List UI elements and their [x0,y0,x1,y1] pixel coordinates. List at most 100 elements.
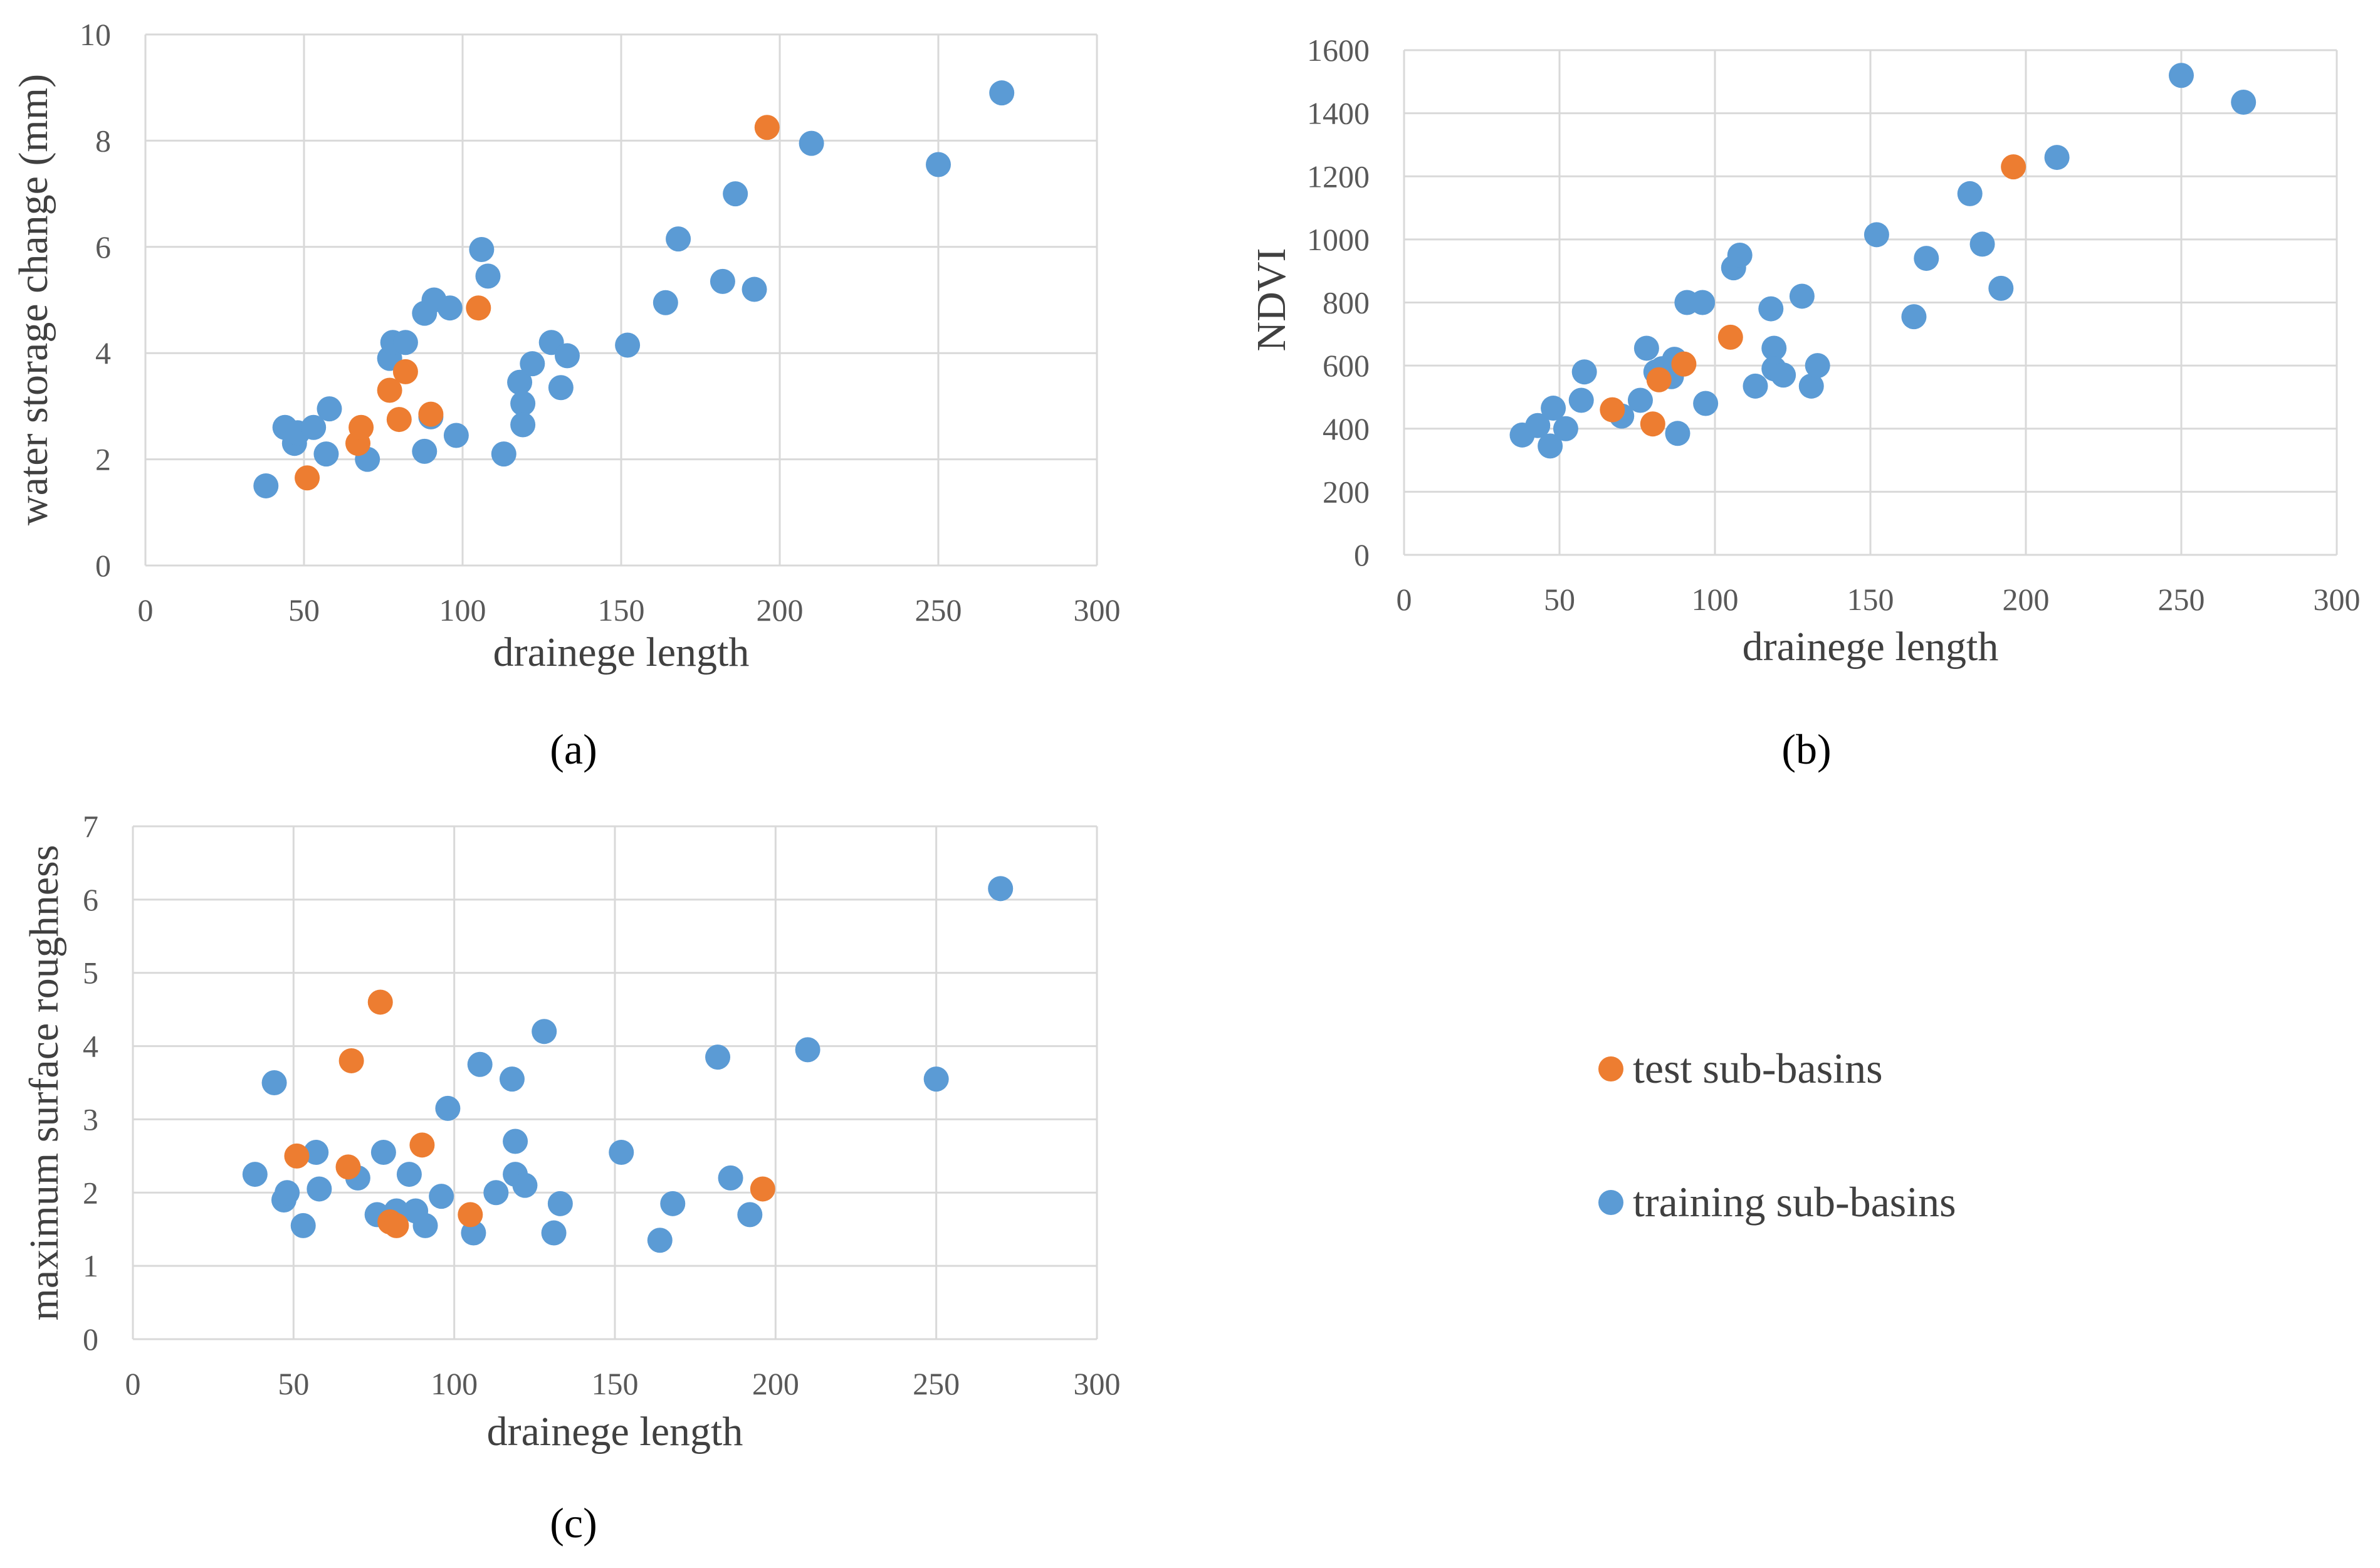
training-point [1798,373,1824,399]
training-point [499,1066,525,1092]
training-point [507,369,533,395]
test-point [409,1132,435,1158]
y-tick-label: 800 [1323,285,1370,320]
training-point [2169,63,2194,88]
training-point [926,152,951,177]
test-point [392,359,418,384]
training-point [554,343,580,369]
x-tick-label: 200 [757,592,804,628]
training-point [512,1172,538,1198]
x-tick-label: 50 [278,1366,309,1401]
training-point [1864,222,1889,248]
y-tick-label: 1 [83,1248,98,1283]
test-point [338,1048,364,1073]
training-point [705,1044,731,1070]
training-point [242,1162,268,1187]
x-tick-label: 100 [439,592,486,628]
x-axis-title: drainege length [1743,624,1999,670]
training-point [547,1191,573,1216]
training-point [467,1051,493,1077]
y-tick-label: 1000 [1307,222,1370,257]
y-tick-label: 4 [83,1029,98,1064]
training-point [1693,391,1719,416]
y-tick-label: 10 [80,17,111,52]
training-point [429,1184,454,1209]
test-point [335,1154,361,1180]
training-point [290,1213,316,1238]
y-axis-title: maximum surface roughness [21,845,67,1321]
legend-test-marker [1598,1056,1623,1081]
x-tick-label: 0 [125,1366,141,1401]
test-point [349,414,374,440]
test-point [384,1213,409,1238]
y-tick-label: 8 [95,123,111,158]
x-tick-label: 50 [288,592,320,628]
x-tick-label: 250 [2158,582,2205,617]
x-tick-label: 300 [1074,592,1121,628]
y-tick-label: 1400 [1307,96,1370,131]
test-point [458,1202,483,1228]
x-tick-label: 150 [1847,582,1894,617]
training-point [737,1202,763,1228]
training-point [435,1095,461,1121]
training-point [491,441,516,467]
legend-training-marker [1598,1190,1623,1215]
training-point [1538,433,1563,459]
x-tick-label: 250 [915,592,962,628]
training-point [541,1220,567,1246]
training-point [1690,290,1716,315]
training-point [615,332,641,358]
training-point [1914,246,1939,271]
training-point [1525,413,1551,438]
test-point [386,407,412,433]
test-point [1646,367,1672,392]
training-point [923,1066,949,1092]
y-tick-label: 1200 [1307,159,1370,194]
y-tick-label: 200 [1323,474,1370,509]
training-point [1665,421,1691,446]
x-tick-label: 300 [1074,1366,1121,1401]
training-point [988,876,1014,902]
training-point [742,276,767,302]
training-point [253,473,279,498]
x-axis-title: drainege length [493,629,750,675]
training-point [710,268,735,294]
training-point [469,237,495,263]
x-tick-label: 300 [2314,582,2361,617]
training-point [503,1129,528,1154]
y-tick-label: 5 [83,955,98,991]
legend: test sub-basins training sub-basins [1598,1044,1956,1226]
y-tick-label: 0 [1354,537,1370,572]
test-point [418,401,444,427]
training-point [653,290,678,315]
x-tick-label: 150 [592,1366,639,1401]
training-point [2044,145,2070,171]
training-point [303,1140,329,1165]
y-tick-label: 4 [95,335,111,371]
y-tick-label: 6 [95,229,111,265]
panel-a-caption: (a) [550,725,597,773]
training-point [520,351,545,377]
training-point [718,1165,743,1191]
y-axis-title: water storage change (mm) [11,74,56,525]
test-point [466,295,491,321]
training-point [795,1037,820,1063]
training-point [275,1180,300,1206]
training-point [799,130,824,156]
training-point [1541,396,1566,421]
test-point [295,465,320,491]
y-tick-label: 0 [83,1322,98,1357]
chart-panel-c: 0 50 100 150 200 250 300 0 1 2 3 4 5 6 7 drainege lengt… [21,809,1121,1455]
training-point [1805,353,1830,379]
training-point [723,181,748,207]
panel-c-caption: (c) [550,1499,597,1547]
legend-training-label: training sub-basins [1633,1178,1956,1226]
x-tick-label: 200 [2003,582,2050,617]
training-point [2231,90,2257,115]
panel-b-caption: (b) [1781,725,1831,773]
test-point [1671,351,1697,377]
training-point [1627,387,1653,413]
y-tick-label: 7 [83,809,98,844]
y-tick-label: 2 [95,442,111,477]
